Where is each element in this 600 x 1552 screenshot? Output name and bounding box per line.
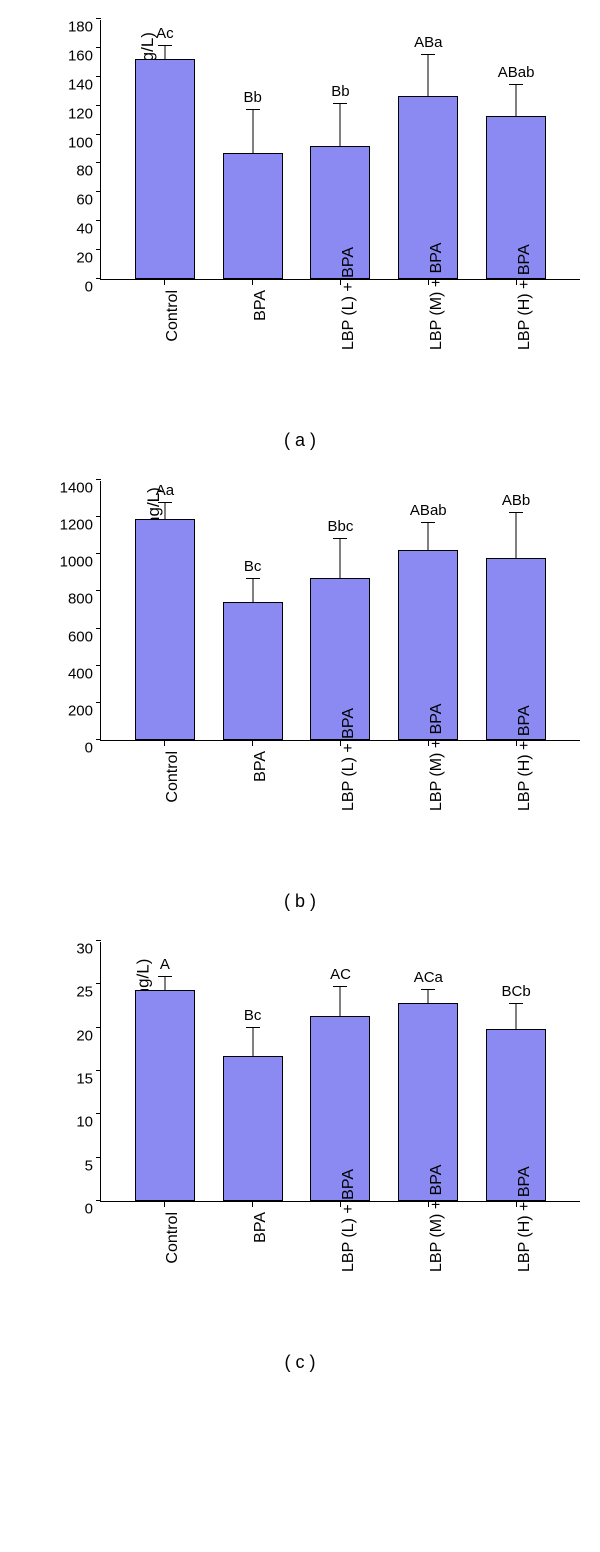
error-cap-top bbox=[333, 103, 347, 104]
bar-group: Bc bbox=[223, 602, 283, 740]
error-cap-top bbox=[509, 1003, 523, 1004]
significance-label: A bbox=[160, 956, 170, 973]
y-tick-label: 20 bbox=[76, 250, 101, 267]
bar-group: Ac bbox=[135, 59, 195, 279]
x-tick-mark bbox=[252, 280, 253, 285]
chart-area: LH content in blood serum (ng/L)02004006… bbox=[20, 481, 580, 741]
plot-area: 0200400600800100012001400AaBcBbcABabABb bbox=[100, 481, 580, 741]
significance-label: ABa bbox=[414, 34, 442, 51]
x-label: LBP (H) + BPA bbox=[516, 290, 600, 350]
y-tick-label: 25 bbox=[76, 984, 101, 1001]
y-tick-mark bbox=[96, 479, 101, 480]
significance-label: Bc bbox=[244, 558, 262, 575]
significance-label: Bc bbox=[244, 1007, 262, 1024]
significance-label: Aa bbox=[156, 482, 174, 499]
y-tick-label: 1000 bbox=[60, 554, 101, 571]
significance-label: BCb bbox=[501, 983, 530, 1000]
chart-c: GnRH content in serum (ng/L)051015202530… bbox=[20, 942, 580, 1373]
y-tick-label: 600 bbox=[68, 628, 101, 645]
y-tick-label: 15 bbox=[76, 1071, 101, 1088]
x-tick-mark bbox=[164, 1202, 165, 1207]
significance-label: ABab bbox=[498, 64, 535, 81]
significance-label: Ac bbox=[156, 25, 174, 42]
error-cap-top bbox=[509, 84, 523, 85]
y-tick-label: 100 bbox=[68, 134, 101, 151]
y-tick-label: 140 bbox=[68, 76, 101, 93]
y-tick-label: 40 bbox=[76, 221, 101, 238]
y-tick-label: 5 bbox=[85, 1157, 101, 1174]
x-labels: ControlBPALBP (L) + BPALBP (M) + BPALBP … bbox=[100, 290, 580, 420]
significance-label: ACa bbox=[414, 969, 443, 986]
x-label: LBP (H) + BPA bbox=[516, 1212, 600, 1272]
bar bbox=[223, 153, 283, 279]
significance-label: AC bbox=[330, 966, 351, 983]
x-tick-mark bbox=[252, 1202, 253, 1207]
chart-area: T content in blood serum (ng/L)020406080… bbox=[20, 20, 580, 280]
significance-label: Bb bbox=[244, 89, 262, 106]
bar bbox=[135, 519, 195, 740]
y-tick-label: 0 bbox=[85, 279, 101, 296]
y-tick-label: 0 bbox=[85, 740, 101, 757]
significance-label: ABb bbox=[502, 492, 530, 509]
bar-group: Bb bbox=[223, 153, 283, 279]
bars-container: ABcACACaBCb bbox=[101, 942, 580, 1201]
bar-group: Aa bbox=[135, 519, 195, 740]
plot-area: 020406080100120140160180AcBbBbABaABab bbox=[100, 20, 580, 280]
bar bbox=[135, 59, 195, 279]
bar-group: Bc bbox=[223, 1056, 283, 1201]
subplot-label: ( a ) bbox=[20, 430, 580, 451]
y-tick-mark bbox=[96, 940, 101, 941]
y-tick-label: 30 bbox=[76, 941, 101, 958]
error-cap-top bbox=[333, 986, 347, 987]
plot-area: 051015202530ABcACACaBCb bbox=[100, 942, 580, 1202]
y-tick-label: 200 bbox=[68, 702, 101, 719]
error-cap-top bbox=[421, 522, 435, 523]
significance-label: Bbc bbox=[328, 518, 354, 535]
error-cap-top bbox=[421, 989, 435, 990]
error-cap-top bbox=[246, 1027, 260, 1028]
y-tick-label: 0 bbox=[85, 1201, 101, 1218]
x-labels: ControlBPALBP (L) + BPALBP (M) + BPALBP … bbox=[100, 751, 580, 881]
y-tick-label: 400 bbox=[68, 665, 101, 682]
error-cap-top bbox=[246, 109, 260, 110]
chart-b: LH content in blood serum (ng/L)02004006… bbox=[20, 481, 580, 912]
chart-area: GnRH content in serum (ng/L)051015202530… bbox=[20, 942, 580, 1202]
bar bbox=[223, 1056, 283, 1201]
x-tick-mark bbox=[164, 280, 165, 285]
y-tick-label: 10 bbox=[76, 1114, 101, 1131]
error-cap-top bbox=[158, 976, 172, 977]
error-cap-top bbox=[509, 512, 523, 513]
error-cap-top bbox=[158, 45, 172, 46]
subplot-label: ( b ) bbox=[20, 891, 580, 912]
error-cap-top bbox=[421, 54, 435, 55]
error-cap-top bbox=[246, 578, 260, 579]
y-tick-label: 180 bbox=[68, 19, 101, 36]
x-tick-mark bbox=[252, 741, 253, 746]
y-tick-label: 160 bbox=[68, 47, 101, 64]
error-cap-top bbox=[158, 502, 172, 503]
x-tick-mark bbox=[164, 741, 165, 746]
charts-root: T content in blood serum (ng/L)020406080… bbox=[10, 20, 590, 1373]
y-tick-label: 80 bbox=[76, 163, 101, 180]
bar-group: A bbox=[135, 990, 195, 1201]
bars-container: AaBcBbcABabABb bbox=[101, 481, 580, 740]
bar bbox=[135, 990, 195, 1201]
bars-container: AcBbBbABaABab bbox=[101, 20, 580, 279]
y-tick-label: 1200 bbox=[60, 517, 101, 534]
error-cap-top bbox=[333, 538, 347, 539]
y-tick-mark bbox=[96, 18, 101, 19]
x-labels: ControlBPALBP (L) + BPALBP (M) + BPALBP … bbox=[100, 1212, 580, 1342]
y-tick-label: 60 bbox=[76, 192, 101, 209]
chart-a: T content in blood serum (ng/L)020406080… bbox=[20, 20, 580, 451]
x-label: LBP (H) + BPA bbox=[516, 751, 600, 811]
significance-label: Bb bbox=[331, 83, 349, 100]
y-tick-label: 120 bbox=[68, 105, 101, 122]
subplot-label: ( c ) bbox=[20, 1352, 580, 1373]
y-tick-label: 20 bbox=[76, 1027, 101, 1044]
significance-label: ABab bbox=[410, 502, 447, 519]
bar bbox=[223, 602, 283, 740]
y-tick-label: 800 bbox=[68, 591, 101, 608]
y-tick-label: 1400 bbox=[60, 480, 101, 497]
